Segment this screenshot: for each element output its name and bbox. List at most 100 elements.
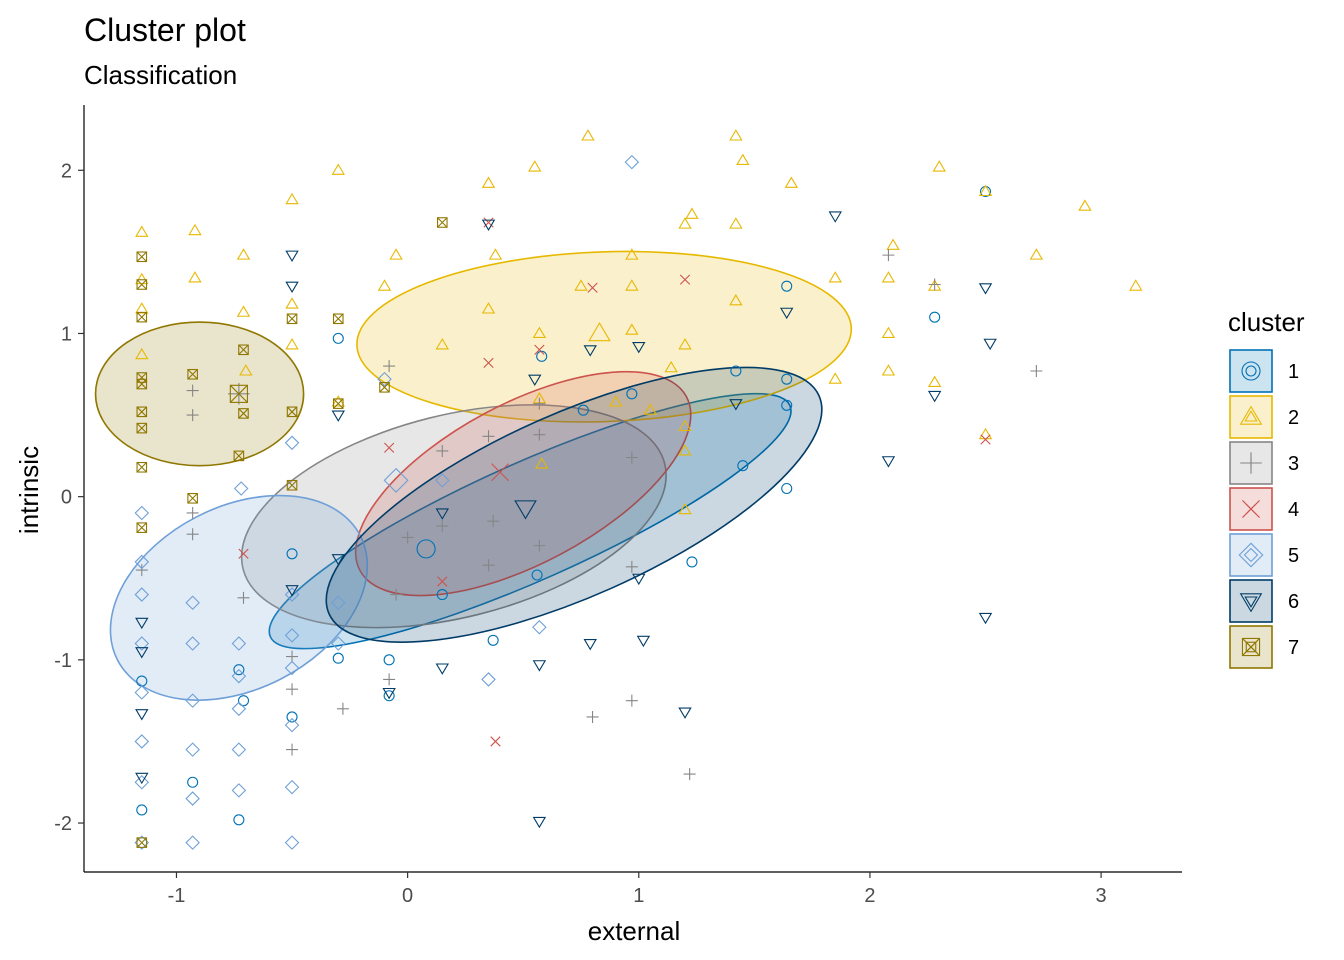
cluster-7-point xyxy=(136,522,148,533)
cluster-5-point xyxy=(185,835,200,850)
cluster-6-point xyxy=(331,410,345,422)
cluster-3-point xyxy=(390,588,403,601)
cluster-7-point xyxy=(238,408,249,419)
cluster-5-point xyxy=(624,154,640,170)
cluster-7-point xyxy=(136,461,148,473)
cluster-2-point xyxy=(678,419,692,432)
legend-key-2 xyxy=(1229,395,1273,439)
legend-symbol-inner-1 xyxy=(1245,365,1257,377)
cluster-6-point xyxy=(632,341,646,354)
cluster-2-point xyxy=(285,192,299,205)
cluster-1-point xyxy=(383,654,395,666)
cluster-3-point xyxy=(487,515,500,528)
cluster-2-point xyxy=(377,279,392,291)
cluster-6-point xyxy=(135,709,149,721)
cluster-4-ellipse xyxy=(354,370,692,597)
legend-symbol-6 xyxy=(1239,593,1263,613)
cluster-7-point xyxy=(136,279,148,290)
cluster-5-point xyxy=(377,371,392,387)
cluster-3-point xyxy=(383,673,396,686)
cluster-6-point xyxy=(528,374,542,386)
legend-symbol-5 xyxy=(1238,542,1264,568)
legend: cluster 1 2 3 4 5 6 7 xyxy=(1228,307,1305,669)
cluster-5-point xyxy=(185,791,200,806)
cluster-5-point xyxy=(330,595,346,611)
cluster-points xyxy=(134,129,1143,850)
cluster-5-point xyxy=(233,481,249,496)
legend-key-5 xyxy=(1229,533,1273,577)
cluster-2-point xyxy=(135,347,149,360)
cluster-1-point xyxy=(187,776,199,788)
cluster-2-point xyxy=(664,360,678,373)
legend-symbol-1 xyxy=(1241,361,1261,381)
cluster-7-point xyxy=(379,382,390,393)
cluster-6-point xyxy=(583,345,597,357)
cluster-2-point xyxy=(729,217,743,229)
cluster-1-point xyxy=(781,399,793,411)
cluster-3-point xyxy=(186,384,199,397)
cluster-3-point xyxy=(186,528,199,541)
cluster-1-point xyxy=(332,332,344,344)
cluster-6-point xyxy=(532,816,547,829)
cluster-2-point xyxy=(435,338,450,350)
cluster-5-point xyxy=(185,693,200,708)
y-tick-label: -2 xyxy=(54,813,72,835)
cluster-5-point xyxy=(134,636,150,651)
cluster-2-point xyxy=(881,364,896,376)
cluster-2-point xyxy=(678,444,692,456)
cluster-6-point xyxy=(285,585,299,597)
cluster-7-point xyxy=(286,406,298,418)
cluster-3-point xyxy=(625,451,638,464)
cluster-6-point xyxy=(636,635,651,648)
legend-label-6: 6 xyxy=(1288,591,1299,613)
cluster-2-point xyxy=(729,293,743,306)
cluster-5-point xyxy=(284,835,300,850)
cluster-3-point xyxy=(625,694,638,707)
cluster-1-point xyxy=(781,373,793,385)
cluster-6-ellipse xyxy=(325,366,823,643)
cluster-6-point xyxy=(881,456,896,468)
cluster-5-point xyxy=(231,742,247,757)
cluster-3-point xyxy=(186,409,199,422)
cluster-2-point xyxy=(488,248,503,260)
cluster-3-point xyxy=(482,430,495,443)
cluster-2-point xyxy=(608,395,623,407)
cluster-1-point xyxy=(929,311,941,323)
cluster-6-point xyxy=(978,612,993,625)
cluster-5-point xyxy=(284,628,300,643)
cluster-7-point xyxy=(136,378,148,390)
cluster-3-point xyxy=(625,560,638,573)
cluster-2-center xyxy=(588,322,611,342)
cluster-3-point xyxy=(882,249,895,262)
cluster-2-point xyxy=(331,163,345,175)
cluster-6-point xyxy=(285,250,299,262)
cluster-1-point xyxy=(233,664,245,676)
cluster-7-point xyxy=(238,344,249,356)
cluster-7-point xyxy=(436,217,448,228)
cluster-2-point xyxy=(581,129,595,141)
cluster-6-point xyxy=(927,390,942,403)
cluster-2-point xyxy=(1029,248,1044,260)
cluster-4-point xyxy=(483,217,494,228)
cluster-7-point xyxy=(136,422,148,434)
cluster-7-point xyxy=(136,406,148,418)
cluster-3-point xyxy=(482,559,495,572)
cluster-1-point xyxy=(536,350,548,362)
cluster-1-ellipse xyxy=(268,392,792,650)
legend-label-4: 4 xyxy=(1288,499,1299,521)
cluster-2-point xyxy=(285,297,299,309)
cluster-6-point xyxy=(532,660,547,672)
chart-title: Cluster plot xyxy=(84,12,246,48)
cluster-2-point xyxy=(188,223,202,236)
cluster-1-point xyxy=(286,548,298,560)
cluster-4-center xyxy=(491,463,510,482)
cluster-4-point xyxy=(383,442,395,453)
cluster-2-ellipse xyxy=(356,250,853,423)
x-tick-label: 3 xyxy=(1096,885,1107,907)
cluster-5-center xyxy=(383,467,409,493)
cluster-2-point xyxy=(978,184,993,197)
cluster-6-point xyxy=(828,211,842,223)
cluster-1-point xyxy=(233,814,245,826)
cluster-3-point xyxy=(436,520,449,533)
cluster-5-point xyxy=(134,774,150,790)
